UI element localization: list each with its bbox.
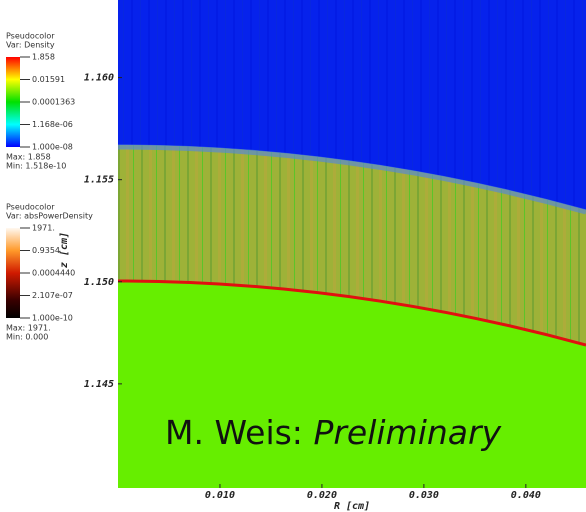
color-bar <box>6 228 20 318</box>
legend-plot: Pseudocolor <box>6 203 55 212</box>
y-axis-label: z [cm] <box>59 232 70 268</box>
legend-label: 2.107e-07 <box>32 291 73 300</box>
legends <box>6 57 20 318</box>
x-tick-label: 0.010 <box>205 490 235 501</box>
plot-field <box>117 0 586 488</box>
legend-max: Max: 1.858 <box>6 153 51 162</box>
y-tick-label: 1.160 <box>84 73 114 84</box>
legend-min: Min: 0.000 <box>6 333 48 342</box>
legend-label: 1.000e-10 <box>32 314 73 323</box>
legend-label: 1.858 <box>32 53 55 62</box>
y-tick-label: 1.145 <box>84 379 114 390</box>
legend-label: 0.01591 <box>32 75 65 84</box>
y-tick-label: 1.150 <box>84 277 114 288</box>
x-tick-label: 0.020 <box>307 490 337 501</box>
legend-label: 1.168e-06 <box>32 120 73 129</box>
legend-plot: Pseudocolor <box>6 32 55 41</box>
x-tick-label: 0.030 <box>409 490 439 501</box>
legend-label: 0.9354 <box>32 246 60 255</box>
legend-min: Min: 1.518e-10 <box>6 162 66 171</box>
legend-var: Var: Density <box>6 41 55 50</box>
legend-label: 1971. <box>32 224 55 233</box>
legend-var: Var: absPowerDensity <box>6 212 93 221</box>
legend-label: 1.000e-08 <box>32 143 73 152</box>
annotation-status: Preliminary <box>313 413 501 452</box>
annotation: M. Weis: Preliminary <box>165 413 502 452</box>
y-tick-label: 1.155 <box>84 175 114 186</box>
legend-label: 0.0004440 <box>32 269 75 278</box>
color-bar <box>6 57 20 147</box>
x-axis-label: R [cm] <box>334 501 370 512</box>
annotation-author: M. Weis: <box>165 413 303 452</box>
legend-max: Max: 1971. <box>6 324 51 333</box>
legend-label: 0.0001363 <box>32 98 75 107</box>
x-tick-label: 0.040 <box>511 490 541 501</box>
